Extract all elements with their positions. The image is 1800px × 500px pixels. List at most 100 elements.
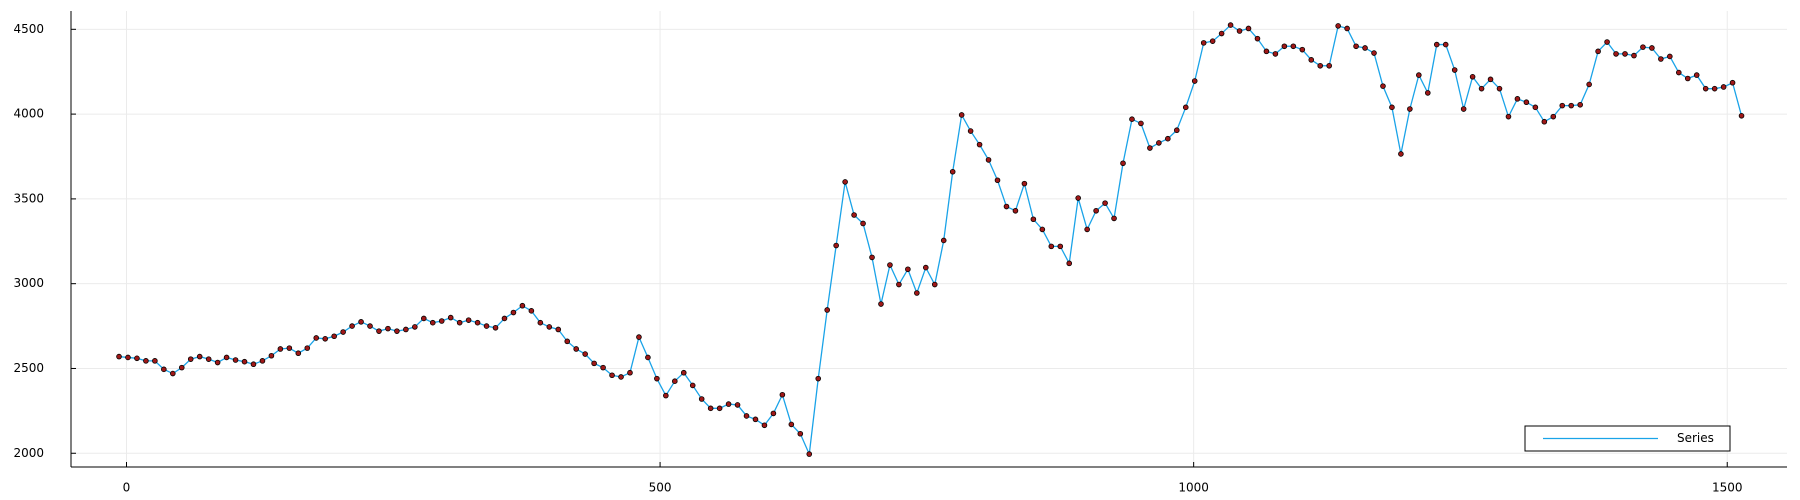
data-point [680,369,687,376]
data-point [367,323,373,329]
data-point [519,302,526,309]
data-point [1433,41,1440,48]
data-point [295,350,302,357]
data-point [1209,38,1216,44]
data-point [501,315,508,322]
data-point [1514,96,1521,102]
data-point [1451,67,1458,73]
data-point [1711,85,1718,92]
data-point [125,354,131,361]
data-point [1487,76,1494,83]
data-point [1236,28,1243,34]
data-point [421,315,427,322]
data-point [788,421,795,428]
data-point [591,360,597,367]
data-point [922,264,929,271]
data-point [465,317,472,323]
data-point [1245,25,1252,32]
y-tick-label: 2500 [13,361,44,375]
data-point [618,374,624,380]
x-tick-label: 500 [649,481,672,495]
data-point [1182,104,1189,111]
data-point [349,323,355,329]
data-point [1012,207,1019,214]
data-point [797,430,804,437]
data-point [1559,102,1566,109]
data-point [1200,40,1207,46]
data-point [412,324,418,330]
data-point [429,319,436,326]
y-tick-label: 2000 [13,446,44,460]
data-point [707,405,714,412]
data-point [1649,45,1655,51]
data-point [1066,260,1073,267]
data-point [609,372,615,379]
data-point [994,177,1001,184]
data-point [1416,72,1422,78]
data-point [187,356,194,362]
data-point [689,382,696,389]
data-point [1577,101,1583,108]
data-point [1667,53,1673,60]
data-point [1738,113,1745,119]
data-point [1720,84,1727,90]
data-point [1469,73,1476,80]
data-point [259,358,266,364]
data-point [143,358,149,364]
data-point [770,410,777,417]
data-point [1371,50,1377,56]
data-point [1693,72,1700,78]
data-point [340,329,346,335]
data-point [134,355,140,362]
data-point [232,357,239,363]
data-point [223,354,230,361]
data-point [331,333,337,340]
data-point [1254,35,1261,42]
data-point [152,358,158,364]
data-point [824,307,830,313]
data-point [1003,203,1010,210]
data-point [636,334,642,340]
data-point [1075,195,1081,201]
data-point [1532,104,1539,111]
data-point [806,451,813,457]
data-point [1129,116,1135,122]
data-point [1595,48,1601,55]
data-point [528,308,535,314]
data-point [196,353,203,360]
data-point [1541,118,1548,125]
y-tick-label: 4000 [13,107,44,121]
data-point [1039,226,1046,233]
data-point [438,318,445,324]
data-point [851,212,857,218]
data-point [582,351,588,357]
data-point [976,141,983,148]
data-point [250,361,257,368]
data-point [1299,46,1306,53]
y-tick-label: 3000 [13,276,44,290]
y-tick-label: 4500 [13,22,44,36]
data-point [1389,104,1395,111]
data-point [1640,44,1646,50]
data-point [1631,52,1637,59]
data-point [1380,83,1386,89]
data-point [1290,43,1297,50]
data-point [358,319,364,325]
data-point [1317,62,1324,69]
data-point [564,338,571,345]
data-point [779,391,786,398]
data-point [869,254,875,261]
data-point [967,128,974,134]
data-point [385,325,391,332]
data-point [725,401,732,407]
data-point [1675,69,1682,76]
data-point [949,168,956,175]
data-point [931,281,938,288]
data-point [1048,243,1055,250]
data-point [1191,78,1198,84]
data-point [474,319,481,326]
data-point [555,326,562,333]
data-point [447,314,454,321]
data-point [896,281,902,288]
data-point [1586,81,1592,88]
